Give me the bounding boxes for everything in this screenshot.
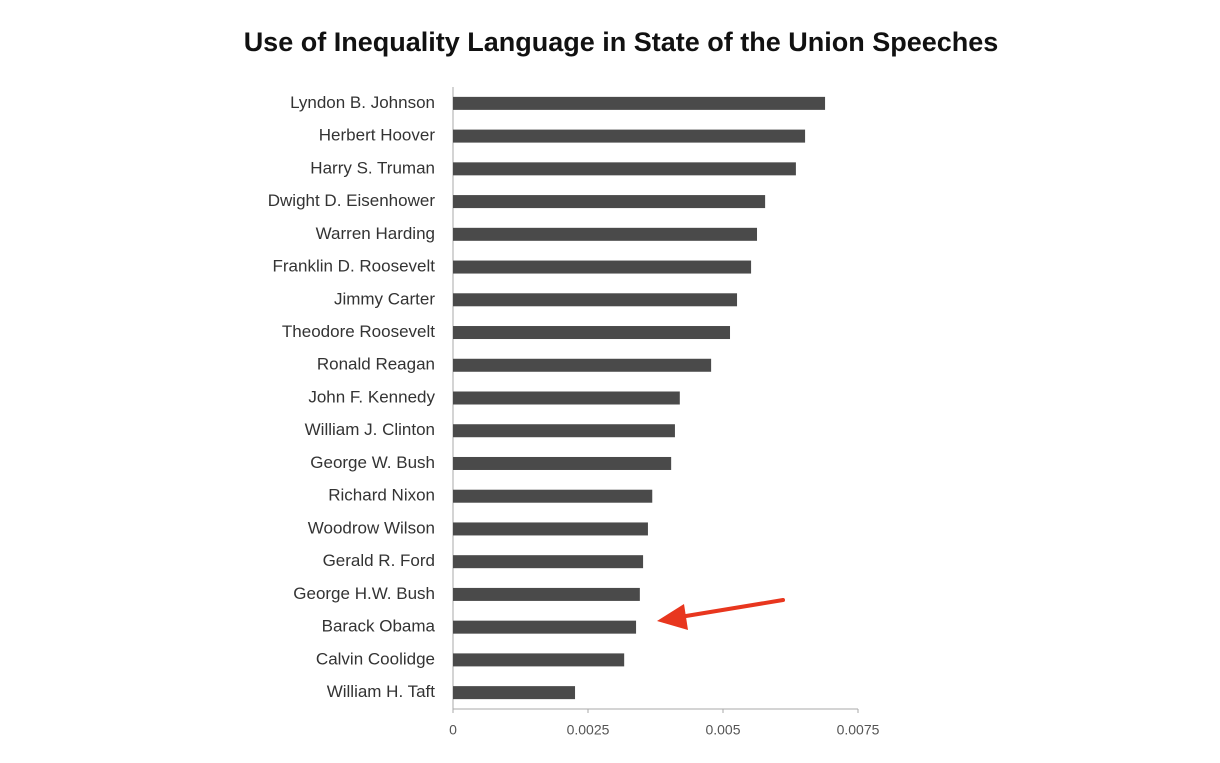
y-tick-label: Ronald Reagan [317, 355, 435, 374]
y-tick-label: William J. Clinton [305, 420, 435, 439]
y-tick-label: George W. Bush [310, 453, 435, 472]
y-tick-label: Jimmy Carter [334, 289, 435, 308]
bar [453, 96, 826, 110]
bar [453, 162, 796, 176]
bar [453, 293, 738, 307]
bar [453, 391, 680, 405]
y-tick-label: Lyndon B. Johnson [290, 93, 435, 112]
y-tick-label: Calvin Coolidge [316, 649, 435, 668]
bar [453, 489, 653, 503]
annotation-arrow [657, 598, 785, 630]
bar [453, 358, 712, 372]
y-tick-label: Richard Nixon [328, 486, 435, 505]
x-tick-label: 0.0075 [837, 722, 880, 738]
y-tick-label: Warren Harding [316, 224, 435, 243]
y-tick-label: Gerald R. Ford [323, 551, 435, 570]
bar [453, 555, 644, 569]
y-tick-label: Dwight D. Eisenhower [268, 191, 436, 210]
y-tick-label: William H. Taft [327, 682, 436, 701]
bar [453, 587, 640, 601]
x-tick-label: 0.005 [705, 722, 740, 738]
bar [453, 227, 758, 241]
y-tick-label: George H.W. Bush [293, 584, 435, 603]
bar [453, 129, 806, 143]
bar [453, 456, 672, 470]
chart-title: Use of Inequality Language in State of t… [244, 27, 999, 57]
bar [453, 522, 648, 536]
y-tick-label: Franklin D. Roosevelt [272, 257, 435, 276]
y-tick-label: Barack Obama [322, 617, 436, 636]
x-tick-label: 0.0025 [567, 722, 610, 738]
y-tick-label: Herbert Hoover [319, 126, 436, 145]
bar [453, 195, 766, 209]
bar [453, 260, 752, 274]
y-tick-label: John F. Kennedy [308, 387, 435, 406]
bar [453, 686, 576, 700]
bar [453, 653, 625, 667]
bar [453, 424, 675, 438]
y-tick-label: Woodrow Wilson [308, 518, 435, 537]
y-tick-label: Theodore Roosevelt [282, 322, 435, 341]
bar [453, 620, 637, 634]
bar [453, 326, 731, 340]
x-tick-label: 0 [449, 722, 457, 738]
y-tick-label: Harry S. Truman [310, 158, 435, 177]
